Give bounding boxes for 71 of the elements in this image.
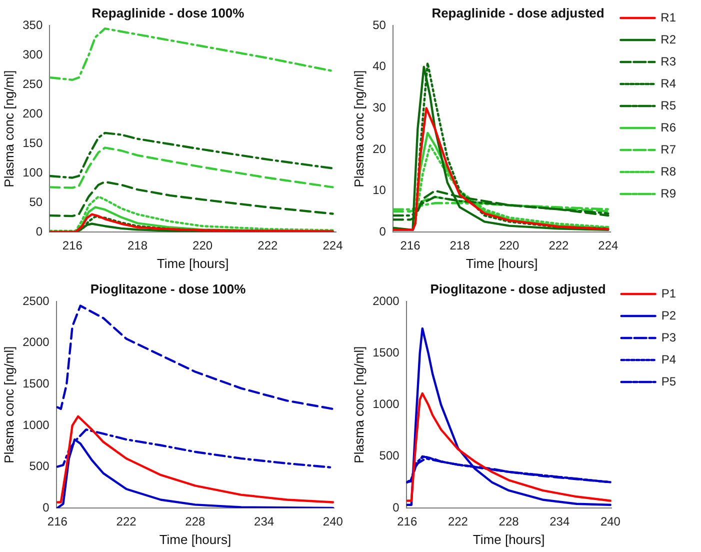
- x-tick-label: 224: [322, 238, 344, 253]
- x-tick-label: 216: [397, 514, 418, 529]
- y-tick-label: 10: [372, 183, 386, 198]
- x-tick-label: 222: [116, 514, 137, 529]
- legend-label: P1: [661, 286, 676, 300]
- y-tick-label: 1000: [372, 397, 400, 412]
- legend-label: R7: [660, 142, 676, 156]
- x-tick-label: 216: [62, 238, 83, 253]
- y-tick-label: 1500: [372, 346, 400, 360]
- x-tick-label: 224: [598, 238, 619, 253]
- legend-label: R3: [660, 54, 676, 68]
- x-tick-label: 228: [185, 514, 206, 529]
- legend-label: R6: [660, 120, 676, 134]
- legend-label: P5: [661, 374, 676, 388]
- y-tick-label: 30: [372, 100, 386, 114]
- x-tick-label: 240: [600, 514, 621, 529]
- x-tick-label: 220: [192, 238, 213, 253]
- x-tick-label: 222: [448, 514, 468, 529]
- y-tick-label: 350: [22, 18, 43, 32]
- x-tick-label: 234: [550, 514, 570, 529]
- x-axis-title: Time [hours]: [472, 532, 545, 547]
- y-tick-label: 50: [372, 18, 386, 32]
- legend-label: P2: [661, 308, 676, 322]
- x-axis-title: Time [hours]: [156, 256, 229, 271]
- x-axis-title: Time [hours]: [466, 256, 538, 271]
- y-tick-label: 150: [22, 136, 43, 150]
- x-axis-title: Time [hours]: [159, 532, 232, 547]
- y-tick-label: 2000: [372, 294, 400, 308]
- y-tick-label: 300: [22, 47, 43, 62]
- x-tick-label: 216: [400, 238, 421, 253]
- y-tick-label: 2500: [22, 294, 50, 308]
- chart-title: Repaglinide - dose 100%: [92, 5, 245, 20]
- legend-label: P3: [661, 330, 676, 344]
- y-tick-label: 0: [379, 224, 386, 238]
- legend-label: P4: [661, 352, 676, 366]
- legend-label: R9: [660, 186, 676, 200]
- y-tick-label: 0: [42, 500, 50, 514]
- y-tick-label: 200: [22, 106, 43, 120]
- y-tick-label: 50: [29, 194, 43, 209]
- y-tick-label: 100: [22, 165, 43, 180]
- y-tick-label: 40: [372, 59, 386, 74]
- y-tick-label: 0: [392, 500, 400, 514]
- legend-label: R5: [660, 98, 676, 112]
- chart-title: Repaglinide - dose adjusted: [432, 5, 604, 20]
- x-tick-label: 218: [450, 238, 470, 253]
- chart-title: Pioglitazone - dose 100%: [90, 281, 246, 296]
- y-tick-label: 1000: [22, 418, 50, 432]
- x-tick-label: 218: [127, 238, 148, 253]
- y-tick-label: 2000: [22, 335, 50, 350]
- chart-title: Pioglitazone - dose adjusted: [430, 281, 606, 296]
- y-tick-label: 20: [372, 142, 386, 156]
- x-tick-label: 220: [499, 238, 520, 253]
- y-tick-label: 0: [36, 224, 43, 238]
- x-tick-label: 222: [258, 238, 278, 253]
- y-axis-title: Plasma conc [ng/ml]: [1, 346, 16, 464]
- legend-label: R8: [660, 164, 676, 178]
- x-tick-label: 222: [548, 238, 570, 253]
- x-tick-label: 234: [254, 514, 274, 529]
- y-tick-label: 500: [29, 459, 50, 474]
- x-tick-label: 216: [47, 514, 68, 529]
- x-tick-label: 228: [498, 514, 520, 529]
- legend-label: R4: [660, 76, 676, 90]
- legend-label: R1: [660, 10, 676, 24]
- y-axis-title: Plasma conc [ng/ml]: [351, 346, 366, 464]
- x-tick-label: 240: [322, 514, 344, 529]
- legend-label: R2: [660, 32, 676, 46]
- y-tick-label: 500: [379, 448, 400, 463]
- y-tick-label: 1500: [22, 376, 50, 390]
- y-tick-label: 250: [22, 76, 43, 91]
- y-axis-title: Plasma conc [ng/ml]: [351, 70, 366, 188]
- y-axis-title: Plasma conc [ng/ml]: [1, 70, 16, 188]
